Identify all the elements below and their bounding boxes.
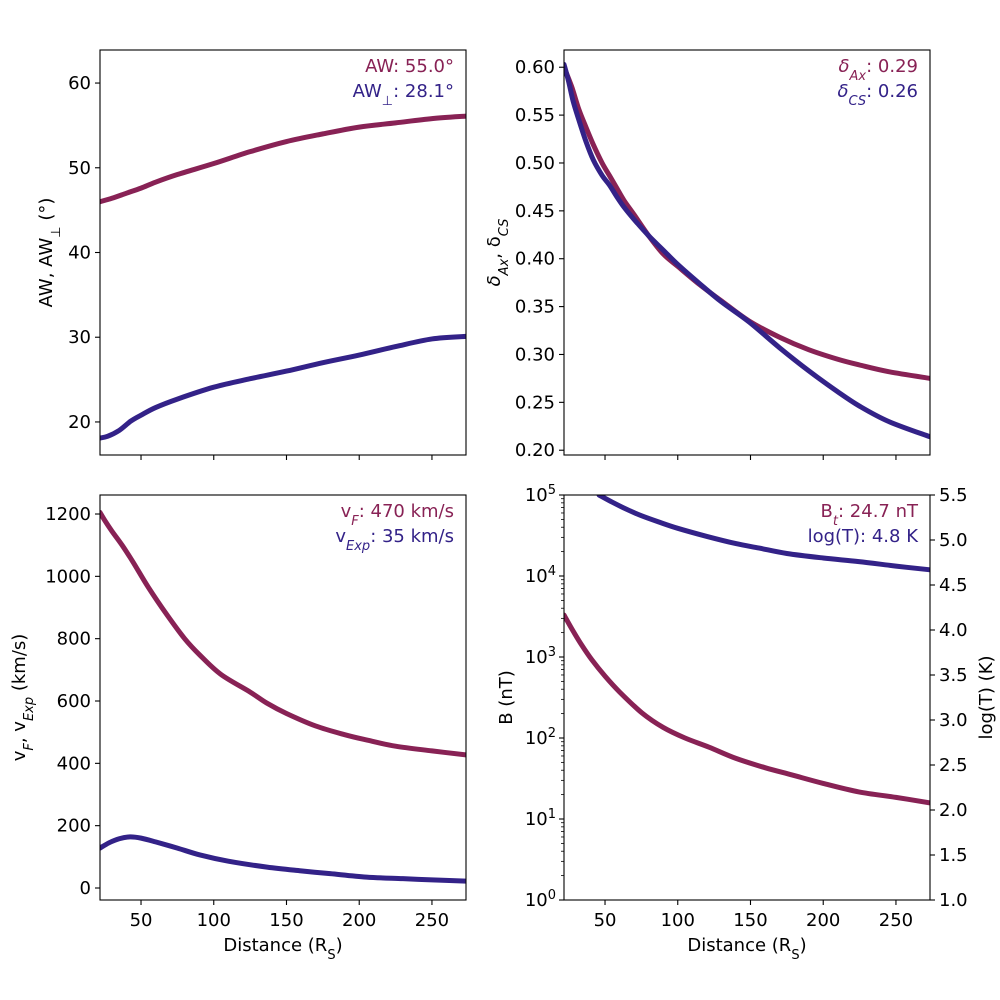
x-tick-label: 150: [733, 910, 767, 931]
axes-frame: [563, 494, 931, 901]
y-tick-label: 0.35: [515, 297, 555, 318]
annotation-secondary: AW⊥: 28.1°: [353, 81, 454, 109]
panel-velocity: 50 100 150 200 250 0 200 400 600 800 1000 1200 vF, v…: [9, 494, 467, 963]
series-line-b: [564, 612, 930, 806]
y2-tick-label: 4.5: [939, 575, 968, 596]
y-tick-label: 1200: [45, 504, 91, 525]
axes-frame: [563, 49, 931, 456]
y-tick-label: 800: [57, 629, 91, 650]
y-axis-label: B (nT): [496, 670, 517, 725]
y-tick-label: 400: [57, 753, 91, 774]
series-line-delta-cs: [564, 61, 930, 440]
y2-tick-label: 2.5: [939, 755, 968, 776]
plot-area: [100, 113, 466, 441]
plot-area: [564, 495, 930, 806]
y-axis-label: vF, vExp (km/s): [9, 634, 37, 762]
y2-tick-label: 2.0: [939, 800, 968, 821]
plot-area: [564, 61, 930, 440]
y-axis-label: δAx, δCS: [484, 219, 512, 287]
annotation-secondary: log(T): 4.8 K: [808, 526, 920, 547]
x-tick-label: 150: [269, 910, 303, 931]
axes-frame: [99, 494, 467, 901]
x-tick-label: 50: [130, 910, 153, 931]
x-tick-label: 50: [594, 910, 617, 931]
y-tick-label: 600: [57, 691, 91, 712]
y-tick-label: 100: [525, 888, 556, 912]
y2-tick-label: 3.0: [939, 710, 968, 731]
series-line-aw-perp: [100, 333, 466, 441]
x-axis-label: Distance (RS): [687, 935, 806, 963]
x-tick-label: 200: [806, 910, 840, 931]
y2-tick-label: 3.5: [939, 665, 968, 686]
y-tick-label: 103: [525, 645, 556, 669]
panel-angular-width: 20 30 40 50 60 AW, AW⊥ (°) AW: 55.0° AW⊥: 28.1°: [36, 49, 467, 460]
y-tick-label: 104: [525, 564, 556, 588]
y-tick-label: 0.60: [515, 57, 555, 78]
y2-tick-label: 5.5: [939, 485, 968, 506]
plot-area: [100, 509, 466, 884]
y2-axis-label: log(T) (K): [976, 655, 997, 739]
y-tick-label: 0.55: [515, 105, 555, 126]
axes-frame: [99, 49, 467, 456]
y-tick-label: 30: [68, 327, 91, 348]
y-tick-label: 101: [525, 807, 556, 831]
y-tick-label: 50: [68, 158, 91, 179]
y-tick-label: 0.40: [515, 249, 555, 270]
y-tick-label: 105: [525, 483, 556, 507]
panel-aspect-ratio: 0.20 0.25 0.30 0.35 0.40 0.45 0.50 0.55 0.60 δAx,…: [484, 49, 931, 461]
y-tick-label: 1000: [45, 566, 91, 587]
y-tick-label: 0: [80, 878, 91, 899]
series-line-delta-ax: [564, 64, 930, 381]
y-tick-label: 40: [68, 243, 91, 264]
y-tick-label: 200: [57, 816, 91, 837]
y-tick-label: 0.20: [515, 440, 555, 461]
annotation-secondary: vExp: 35 km/s: [335, 526, 454, 554]
series-line-v-exp: [100, 834, 466, 884]
annotation-primary: AW: 55.0°: [365, 56, 454, 77]
panel-magnetic-field-temperature: 50 100 150 200 250 100 101 102 103 104 105 1.0 1.5 2.…: [496, 483, 997, 963]
y-axis-label: AW, AW⊥ (°): [36, 198, 64, 308]
y-tick-label: 20: [68, 412, 91, 433]
y-tick-label: 0.45: [515, 201, 555, 222]
y-tick-label: 0.50: [515, 153, 555, 174]
y2-tick-label: 4.0: [939, 620, 968, 641]
annotation-primary: Bt: 24.7 nT: [821, 501, 919, 529]
annotation-primary: vF: 470 km/s: [341, 501, 454, 529]
y-tick-label: 0.25: [515, 392, 555, 413]
annotation-primary: δAx: 0.29: [839, 56, 918, 84]
y2-tick-label: 5.0: [939, 530, 968, 551]
series-line-v-f: [100, 509, 466, 758]
y2-tick-label: 1.5: [939, 845, 968, 866]
y2-tick-label: 1.0: [939, 890, 968, 911]
x-axis-label: Distance (RS): [223, 935, 342, 963]
x-tick-label: 250: [415, 910, 449, 931]
annotation-secondary: δCS: 0.26: [838, 81, 918, 109]
x-tick-label: 250: [879, 910, 913, 931]
series-line-log-t: [596, 495, 930, 573]
y-tick-label: 60: [68, 73, 91, 94]
y-tick-label: 102: [525, 726, 556, 750]
x-tick-label: 100: [661, 910, 695, 931]
x-tick-label: 100: [197, 910, 231, 931]
series-line-aw: [100, 113, 466, 205]
y-tick-label: 0.30: [515, 344, 555, 365]
x-tick-label: 200: [342, 910, 376, 931]
